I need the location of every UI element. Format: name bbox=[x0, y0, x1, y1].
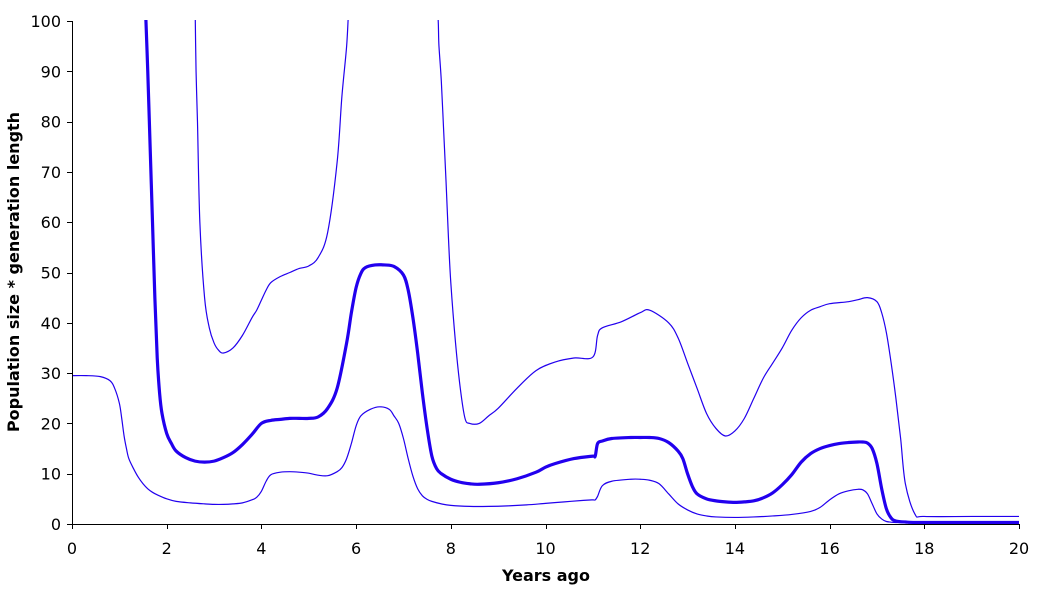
y-tick-label: 90 bbox=[41, 62, 61, 81]
y-tick-label: 80 bbox=[41, 113, 61, 132]
x-tick-label: 18 bbox=[914, 539, 934, 558]
x-tick-label: 16 bbox=[819, 539, 839, 558]
y-tick-label: 0 bbox=[51, 515, 61, 534]
x-tick-label: 8 bbox=[446, 539, 456, 558]
y-ticks: 0 10 20 30 40 50 60 70 80 90 100 bbox=[30, 12, 72, 534]
y-tick-label: 100 bbox=[30, 12, 61, 31]
y-tick-label: 10 bbox=[41, 465, 61, 484]
axes-layer bbox=[72, 21, 1019, 525]
y-tick-label: 50 bbox=[41, 264, 61, 283]
x-tick-label: 2 bbox=[162, 539, 172, 558]
y-tick-label: 70 bbox=[41, 163, 61, 182]
y-tick-label: 40 bbox=[41, 314, 61, 333]
y-tick-label: 30 bbox=[41, 364, 61, 383]
x-tick-label: 10 bbox=[535, 539, 555, 558]
series-layer bbox=[72, 20, 1019, 525]
y-axis-title: Population size * generation length bbox=[4, 112, 23, 432]
y-tick-label: 20 bbox=[41, 414, 61, 433]
x-tick-label: 6 bbox=[351, 539, 361, 558]
x-tick-label: 14 bbox=[725, 539, 745, 558]
series-line-upper bbox=[194, 20, 1019, 518]
x-tick-label: 0 bbox=[67, 539, 77, 558]
x-tick-label: 12 bbox=[630, 539, 650, 558]
series-line-median bbox=[144, 20, 1019, 525]
series-line-lower bbox=[72, 374, 1019, 524]
x-tick-label: 20 bbox=[1009, 539, 1029, 558]
x-tick-label: 4 bbox=[256, 539, 266, 558]
y-tick-label: 60 bbox=[41, 213, 61, 232]
x-ticks: 0 2 4 6 8 10 12 14 16 18 20 bbox=[67, 524, 1029, 558]
x-axis-title: Years ago bbox=[501, 566, 590, 585]
